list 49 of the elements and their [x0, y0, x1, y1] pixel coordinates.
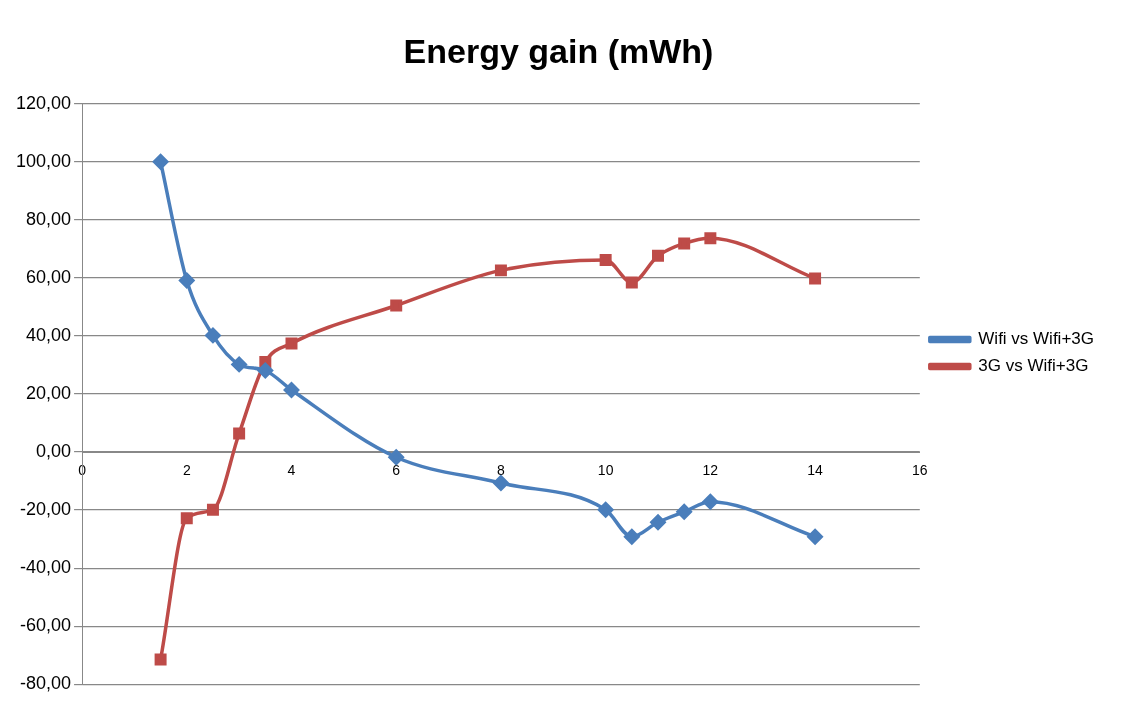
y-tick-label: -40,00 — [20, 557, 72, 578]
point — [599, 253, 612, 266]
point — [676, 504, 692, 520]
y-tick-label: -60,00 — [20, 615, 72, 636]
y-tick-label: 80,00 — [26, 208, 72, 229]
y-tick-label: 20,00 — [26, 382, 72, 403]
point — [205, 327, 221, 344]
point — [257, 362, 274, 379]
x-tick-label: 12 — [702, 462, 719, 479]
legend-label: 3G vs Wifi+3G — [978, 356, 1089, 376]
point — [206, 503, 219, 516]
x-tick-label: 6 — [392, 462, 401, 479]
point — [625, 276, 638, 289]
x-tick-label: 14 — [807, 462, 824, 479]
x-tick-label: 4 — [287, 462, 296, 479]
point — [390, 299, 403, 312]
x-tick-label: 16 — [912, 462, 928, 479]
point — [233, 427, 246, 440]
point — [388, 449, 404, 466]
x-tick-label: 2 — [182, 462, 191, 479]
point — [152, 154, 169, 170]
y-tick-label: 100,00 — [15, 150, 72, 171]
x-tick-label: 8 — [497, 462, 506, 479]
point — [702, 493, 719, 510]
point — [154, 653, 167, 666]
point — [678, 237, 691, 250]
y-tick-label: 0,00 — [36, 441, 72, 462]
y-tick-label: -80,00 — [20, 673, 72, 694]
point — [652, 249, 664, 262]
point — [650, 514, 666, 531]
point — [179, 272, 195, 289]
point — [493, 475, 509, 491]
point — [494, 264, 507, 277]
point — [809, 272, 822, 285]
y-tick-label: 120,00 — [15, 92, 72, 113]
x-tick-label: 10 — [597, 462, 614, 479]
chart-title: Energy gain (mWh) — [403, 31, 714, 70]
y-tick-label: -20,00 — [20, 499, 72, 520]
point — [180, 512, 193, 525]
y-tick-label: 40,00 — [26, 324, 72, 345]
point — [283, 382, 300, 398]
legend-label: Wifi vs Wifi+3G — [978, 329, 1095, 349]
point — [624, 529, 640, 545]
point — [231, 356, 247, 373]
point — [285, 337, 298, 350]
point — [597, 502, 614, 518]
y-tick-label: 60,00 — [26, 266, 72, 287]
point — [807, 529, 823, 545]
point — [704, 232, 717, 245]
